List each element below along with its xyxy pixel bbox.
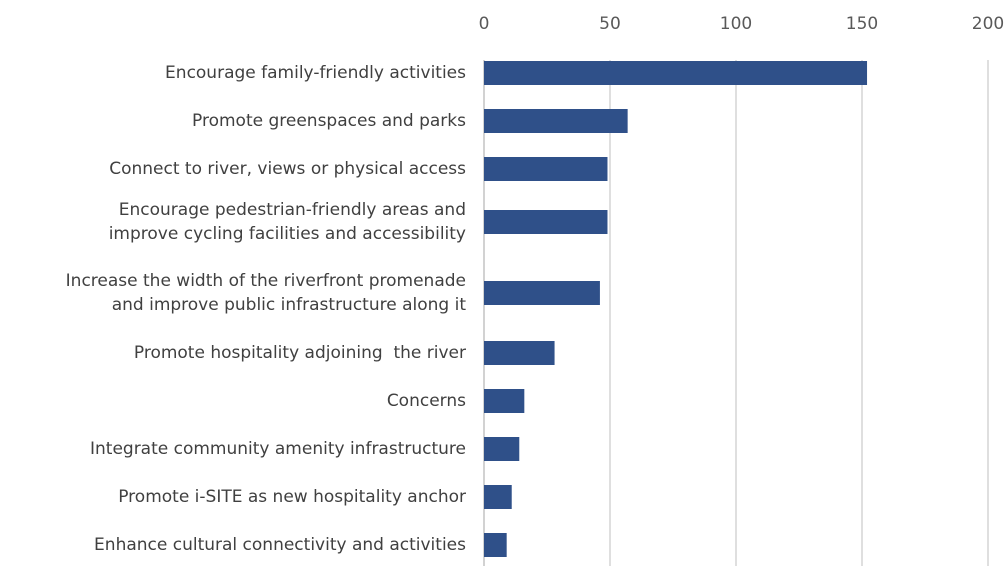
x-tick-label: 150: [846, 14, 878, 34]
bar: [484, 389, 525, 413]
y-tick-label: Connect to river, views or physical acce…: [109, 159, 466, 179]
bar: [484, 485, 512, 509]
bar: [484, 210, 608, 234]
x-tick-label: 50: [599, 14, 621, 34]
y-tick-label: Increase the width of the riverfront pro…: [66, 271, 467, 315]
bar: [484, 533, 507, 557]
y-tick-label: Encourage family-friendly activities: [165, 63, 466, 83]
y-tick-label: Promote i-SITE as new hospitality anchor: [118, 487, 466, 507]
y-tick-label: Integrate community amenity infrastructu…: [90, 439, 466, 459]
y-tick-label: Promote hospitality adjoining the river: [134, 343, 466, 363]
bar: [484, 281, 600, 305]
bar: [484, 341, 555, 365]
x-tick-label: 0: [479, 14, 490, 34]
x-tick-label: 100: [720, 14, 752, 34]
y-tick-label: Encourage pedestrian-friendly areas and i…: [109, 200, 466, 244]
bar: [484, 437, 520, 461]
bar: [484, 61, 868, 85]
y-tick-label: Promote greenspaces and parks: [192, 111, 466, 131]
bar: [484, 157, 608, 181]
bar: [484, 109, 628, 133]
y-tick-label: Concerns: [387, 391, 466, 411]
x-tick-label: 200: [972, 14, 1004, 34]
y-tick-label: Enhance cultural connectivity and activi…: [94, 535, 466, 555]
